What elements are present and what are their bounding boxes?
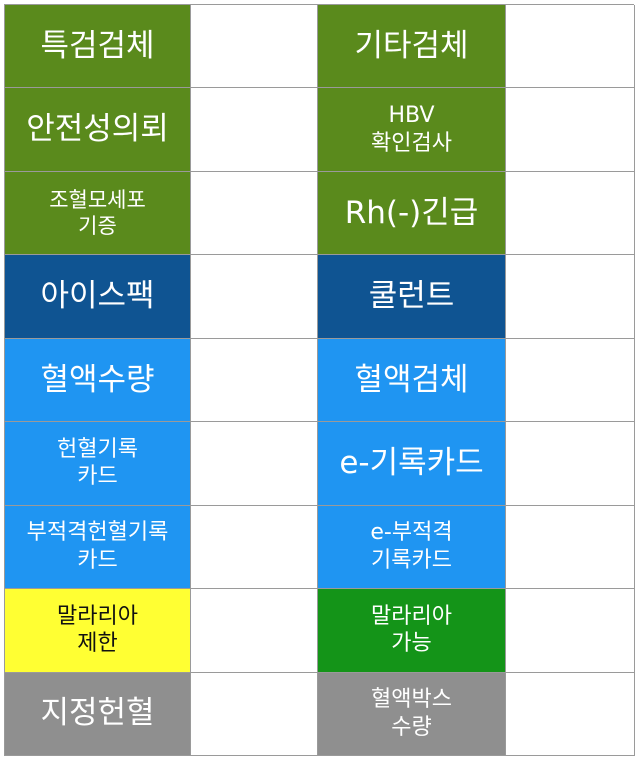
category-coolant[interactable]: 쿨런트: [318, 255, 506, 339]
value-cell-malaria-restricted[interactable]: [191, 589, 318, 673]
category-e-record-card[interactable]: e-기록카드: [318, 422, 506, 506]
category-blood-quantity[interactable]: 혈액수량: [5, 338, 191, 423]
category-designated-donation[interactable]: 지정헌혈: [5, 672, 191, 756]
category-ice-pack[interactable]: 아이스팩: [5, 255, 191, 339]
value-cell-coolant[interactable]: [506, 255, 635, 339]
value-cell-designated-donation[interactable]: [191, 672, 318, 756]
value-cell-blood-quantity[interactable]: [191, 338, 318, 423]
category-ineligible-donation-card[interactable]: 부적격헌혈기록 카드: [5, 505, 191, 590]
value-cell-hbv-confirm-test[interactable]: [506, 88, 635, 172]
value-cell-donation-record-card[interactable]: [191, 422, 318, 506]
category-rh-negative-urgent[interactable]: Rh(-)긴급: [318, 171, 506, 256]
value-cell-malaria-allowed[interactable]: [506, 589, 635, 673]
category-malaria-allowed[interactable]: 말라리아 가능: [318, 589, 506, 673]
category-special-sample[interactable]: 특검검체: [5, 5, 191, 89]
value-cell-special-sample[interactable]: [191, 5, 318, 89]
category-blood-sample[interactable]: 혈액검체: [318, 338, 506, 423]
category-safety-request[interactable]: 안전성의뢰: [5, 88, 191, 172]
value-cell-other-sample[interactable]: [506, 5, 635, 89]
value-cell-ineligible-donation-card[interactable]: [191, 505, 318, 590]
category-stem-cell-donation[interactable]: 조혈모세포 기증: [5, 171, 191, 256]
value-cell-e-record-card[interactable]: [506, 422, 635, 506]
sample-category-grid: 특검검체 기타검체 안전성의뢰 HBV 확인검사 조혈모세포 기증 Rh(-)긴…: [4, 4, 635, 756]
value-cell-blood-sample[interactable]: [506, 338, 635, 423]
value-cell-stem-cell-donation[interactable]: [191, 171, 318, 256]
value-cell-rh-negative-urgent[interactable]: [506, 171, 635, 256]
category-blood-box-quantity[interactable]: 혈액박스 수량: [318, 672, 506, 756]
value-cell-safety-request[interactable]: [191, 88, 318, 172]
value-cell-e-ineligible-record-card[interactable]: [506, 505, 635, 590]
category-donation-record-card[interactable]: 헌혈기록 카드: [5, 422, 191, 506]
category-other-sample[interactable]: 기타검체: [318, 5, 506, 89]
category-e-ineligible-record-card[interactable]: e-부적격 기록카드: [318, 505, 506, 590]
value-cell-ice-pack[interactable]: [191, 255, 318, 339]
category-hbv-confirm-test[interactable]: HBV 확인검사: [318, 88, 506, 172]
category-malaria-restricted[interactable]: 말라리아 제한: [5, 589, 191, 673]
value-cell-blood-box-quantity[interactable]: [506, 672, 635, 756]
